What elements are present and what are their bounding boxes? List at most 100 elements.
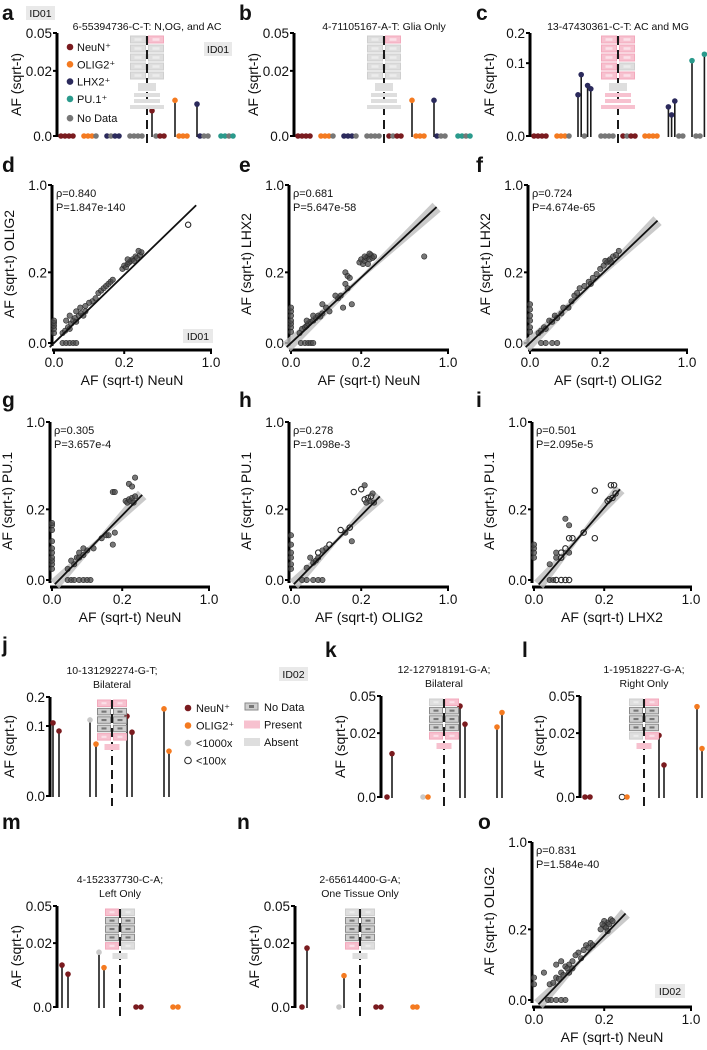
lollipop-dot-nodata — [676, 133, 682, 139]
x-tick-label: 0.0 — [43, 592, 62, 607]
tissue-cell-inner — [371, 56, 379, 59]
panel-f: 0.0 0.0 0.2 0.2 1.0 1.0 AF (sqrt-t) LHX2 AF (sq… — [477, 178, 696, 388]
lollipop-dot-neun — [632, 133, 638, 139]
x-axis-label: AF (sqrt-t) LHX2 — [561, 609, 663, 625]
tissue-cell-inner — [109, 936, 115, 939]
tissue-cell-inner — [152, 74, 160, 77]
scatter-point — [530, 541, 537, 548]
y-tick-label: 0.05 — [26, 899, 52, 914]
scatter-point — [558, 958, 565, 965]
lollipop-dot-lhx2 — [112, 133, 118, 139]
scatter-point — [562, 515, 569, 522]
scatter-point — [580, 947, 587, 954]
lollipop-dot-lhx2 — [116, 133, 122, 139]
y-tick-label: 0.2 — [28, 265, 47, 280]
panel-letter-f: f — [476, 154, 484, 177]
tissue-cell-inner — [152, 65, 160, 68]
lollipop-dot-olig2 — [421, 133, 427, 139]
scatter-point — [615, 247, 622, 254]
y-tick-label: 0.0 — [26, 573, 45, 588]
lollipop-dot-neun — [661, 762, 667, 768]
badge-bg — [204, 42, 232, 56]
lollipop-dot-neun — [138, 1004, 144, 1010]
tissue-bar-absent — [112, 953, 128, 959]
lollipop-dot-lhx2 — [588, 85, 594, 92]
scatter-point — [548, 996, 555, 1003]
tissue-cell-inner — [117, 702, 123, 705]
tissue-bar-present — [104, 744, 120, 750]
lollipop-dot-neun — [56, 728, 62, 734]
scatter-point — [287, 317, 294, 324]
lollipop-dot-pu1 — [218, 133, 224, 139]
legend-box-absent — [244, 738, 260, 746]
tissue-cell-inner — [433, 701, 439, 704]
lollipop-dot-olig2 — [554, 133, 560, 139]
legend-dot-pu1 — [66, 95, 74, 103]
lollipop-dot-nodata — [205, 133, 211, 139]
panel-i: 0.0 0.0 0.2 0.2 1.0 1.0 AF (sqrt-t) PU.1 AF (sq… — [481, 415, 700, 625]
lollipop-dot-lt1000 — [87, 717, 93, 723]
scatter-point — [73, 308, 80, 315]
panel-o: 0.0 0.0 0.2 0.2 1.0 1.0 AF (sqrt-t) OLIG2 AF (s… — [481, 835, 700, 1045]
tissue-cell-inner — [101, 727, 107, 730]
lollipop-dot-olig2 — [85, 133, 91, 139]
lollipop-dot-pu1 — [467, 133, 473, 139]
panel-title-line1: 4-152337730-C-A; — [77, 874, 163, 886]
scatter-point — [109, 276, 116, 283]
tissue-cell-inner — [349, 919, 355, 922]
badge-bg — [655, 984, 685, 998]
x-axis-label: AF (sqrt-t) NeuN — [81, 372, 184, 388]
scatter-point — [132, 474, 139, 481]
regression-line — [293, 495, 381, 585]
y-tick-label: 0.0 — [33, 129, 52, 144]
x-tick-label: 1.0 — [200, 592, 219, 607]
tissue-cell-inner — [389, 74, 397, 77]
scatter-point — [361, 253, 368, 260]
scatter-point — [80, 545, 87, 552]
spearman-rho: ρ=0.305 — [54, 425, 94, 437]
panel-letter-b: b — [239, 2, 252, 25]
lollipop-dot-pu1 — [689, 57, 695, 64]
tissue-cell-inner — [389, 65, 397, 68]
lollipop-dot-olig2 — [650, 133, 656, 139]
scatter-point — [287, 532, 294, 539]
scatter-point — [371, 253, 378, 260]
p-value: P=1.584e-40 — [536, 859, 599, 871]
scatter-point — [77, 304, 84, 311]
tissue-cell-inner — [623, 74, 631, 77]
panel-letter-g: g — [2, 389, 15, 412]
y-tick-label: 0.0 — [265, 573, 284, 588]
scatter-point — [591, 487, 599, 494]
legend-label: NeuN⁺ — [196, 703, 230, 715]
scatter-point — [542, 339, 549, 346]
tissue-bar-absent — [375, 83, 393, 91]
scatter-point — [92, 295, 99, 302]
y-axis-label: AF (sqrt-t) — [245, 53, 261, 116]
legend-item-0: NeuN⁺ — [66, 42, 111, 54]
scatter-point — [109, 541, 116, 548]
lollipop-dot-neun — [386, 133, 392, 139]
tissue-cell-inner — [125, 919, 131, 922]
tissue-cell-inner — [449, 726, 455, 729]
legend-dot-lhx2 — [66, 78, 74, 85]
y-tick-label: 1.0 — [28, 178, 47, 193]
lollipop-dot-nodata — [153, 133, 159, 139]
tissue-cell-inner — [433, 726, 439, 729]
tissue-cell-inner — [365, 944, 371, 947]
lollipop-dot-neun — [462, 721, 468, 727]
lollipop-dot-neun — [303, 133, 309, 139]
id01-badge-panel-a: ID01 — [204, 42, 232, 56]
tissue-cell-inner — [633, 701, 639, 704]
p-value: P=2.095e-5 — [536, 439, 593, 451]
tissue-cell-inner — [117, 735, 123, 738]
scatter-point — [307, 554, 314, 561]
tissue-cell-inner — [109, 919, 115, 922]
scatter-point — [287, 554, 294, 561]
x-tick-label: 1.0 — [682, 592, 701, 607]
tissue-cell-inner — [649, 718, 655, 721]
spearman-rho: ρ=0.724 — [532, 188, 572, 200]
scatter-point — [71, 576, 78, 583]
scatter-point — [530, 974, 537, 981]
lollipop-dot-neun — [373, 1004, 379, 1010]
scatter-point — [357, 485, 365, 493]
